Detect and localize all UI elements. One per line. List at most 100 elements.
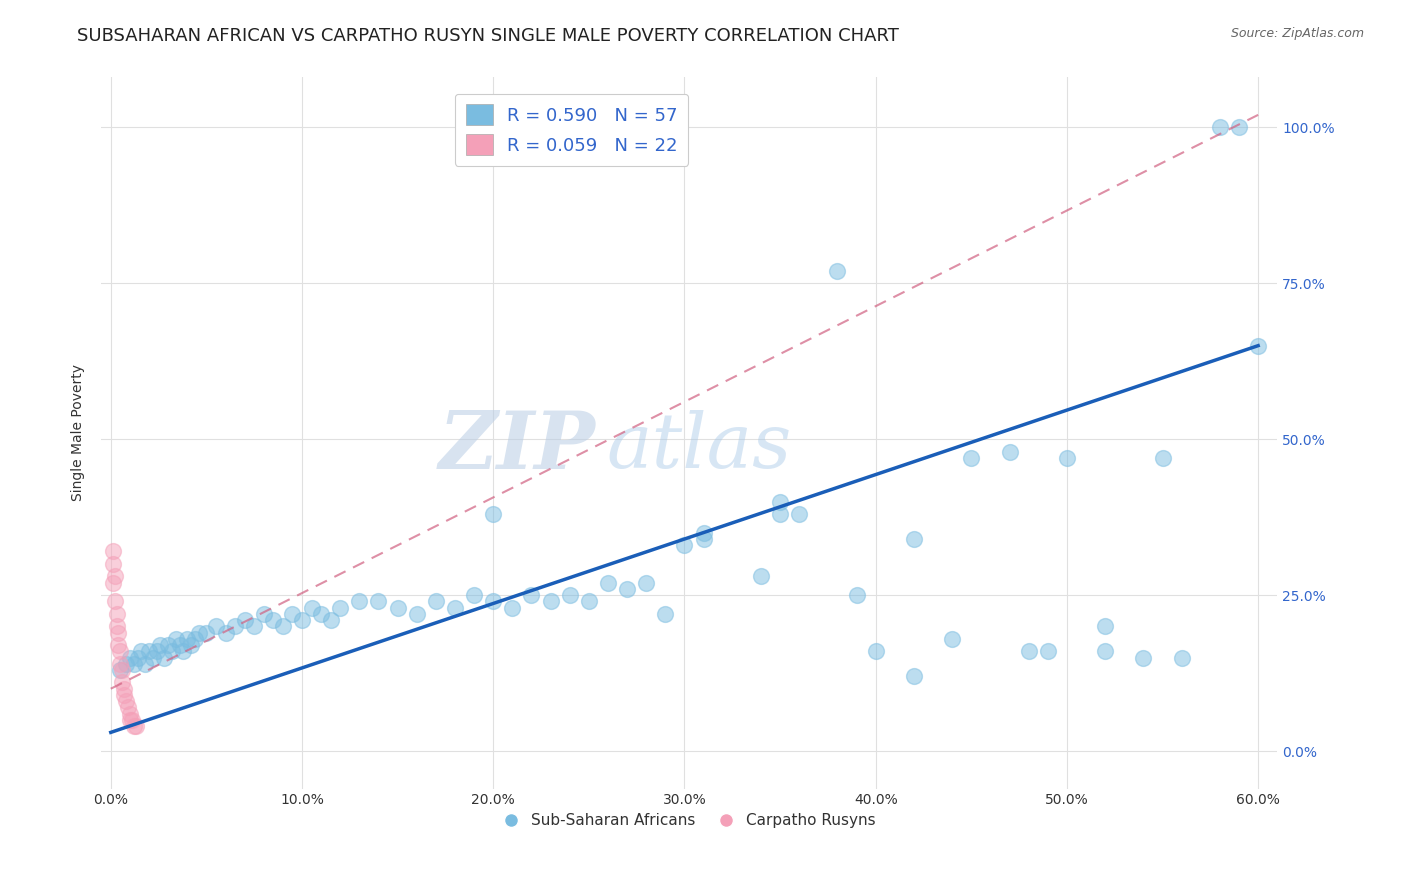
Point (195, 625, 218, 640)
Point (149, 638, 172, 652)
Point (692, 532, 714, 546)
Point (291, 613, 314, 627)
Point (845, 588, 868, 602)
Point (187, 625, 209, 640)
Point (1247, 339, 1270, 353)
Point (1170, 650, 1192, 665)
Point (482, 594, 505, 608)
Point (165, 632, 187, 646)
Point (1018, 644, 1040, 658)
Point (271, 619, 294, 633)
Point (616, 582, 638, 596)
Point (1132, 650, 1154, 665)
Point (482, 507, 505, 521)
Point (145, 644, 167, 658)
Point (184, 632, 207, 646)
Point (107, 625, 129, 640)
Point (1209, 120, 1232, 135)
Point (253, 607, 276, 621)
Point (118, 650, 141, 665)
Point (654, 607, 676, 621)
Point (101, 557, 124, 571)
Point (115, 694, 138, 708)
Point (387, 600, 409, 615)
Point (281, 607, 304, 621)
Point (243, 619, 266, 633)
Point (112, 688, 135, 702)
Point (673, 538, 696, 552)
Point (153, 650, 176, 665)
Point (127, 650, 149, 665)
Point (749, 569, 772, 583)
Point (636, 575, 658, 590)
Point (1152, 450, 1174, 465)
Point (444, 600, 467, 615)
Point (540, 594, 562, 608)
Point (117, 700, 139, 714)
Point (118, 713, 141, 727)
Point (157, 638, 180, 652)
Point (1056, 450, 1078, 465)
Point (122, 719, 145, 733)
Point (319, 613, 342, 627)
Point (107, 638, 129, 652)
Point (224, 619, 246, 633)
Point (941, 632, 963, 646)
Point (101, 575, 124, 590)
Point (111, 675, 134, 690)
Point (104, 569, 127, 583)
Point (111, 663, 134, 677)
Point (367, 594, 389, 608)
Point (205, 619, 228, 633)
Point (110, 644, 132, 658)
Point (827, 264, 849, 278)
Point (115, 657, 138, 671)
Point (138, 644, 160, 658)
Point (425, 594, 447, 608)
Point (262, 613, 284, 627)
Point (176, 632, 198, 646)
Point (124, 719, 146, 733)
Point (110, 657, 132, 671)
Point (134, 657, 156, 671)
Point (787, 507, 810, 521)
Point (463, 588, 485, 602)
Point (142, 650, 165, 665)
Point (105, 619, 128, 633)
Point (301, 600, 323, 615)
Text: Source: ZipAtlas.com: Source: ZipAtlas.com (1230, 27, 1364, 40)
Point (1036, 644, 1059, 658)
Point (769, 507, 792, 521)
Point (405, 607, 427, 621)
Point (558, 588, 581, 602)
Point (578, 594, 600, 608)
Point (960, 450, 983, 465)
Legend: Sub-Saharan Africans, Carpatho Rusyns: Sub-Saharan Africans, Carpatho Rusyns (498, 807, 882, 834)
Point (903, 532, 925, 546)
Point (1094, 619, 1116, 633)
Point (1094, 644, 1116, 658)
Text: SUBSAHARAN AFRICAN VS CARPATHO RUSYN SINGLE MALE POVERTY CORRELATION CHART: SUBSAHARAN AFRICAN VS CARPATHO RUSYN SIN… (77, 27, 900, 45)
Point (692, 525, 714, 540)
Point (131, 644, 153, 658)
Point (998, 444, 1021, 458)
Point (214, 625, 236, 640)
Point (121, 713, 143, 727)
Point (172, 644, 194, 658)
Point (769, 494, 792, 508)
Point (122, 657, 145, 671)
Point (349, 594, 371, 608)
Point (112, 681, 135, 696)
Point (309, 607, 332, 621)
Point (118, 706, 141, 721)
Point (110, 663, 132, 677)
Point (501, 600, 523, 615)
Point (865, 644, 887, 658)
Y-axis label: Single Male Poverty: Single Male Poverty (72, 365, 86, 501)
Point (1227, 120, 1250, 135)
Point (233, 613, 256, 627)
Point (104, 594, 127, 608)
Point (329, 600, 352, 615)
Point (160, 644, 183, 658)
Text: ZIP: ZIP (439, 409, 595, 486)
